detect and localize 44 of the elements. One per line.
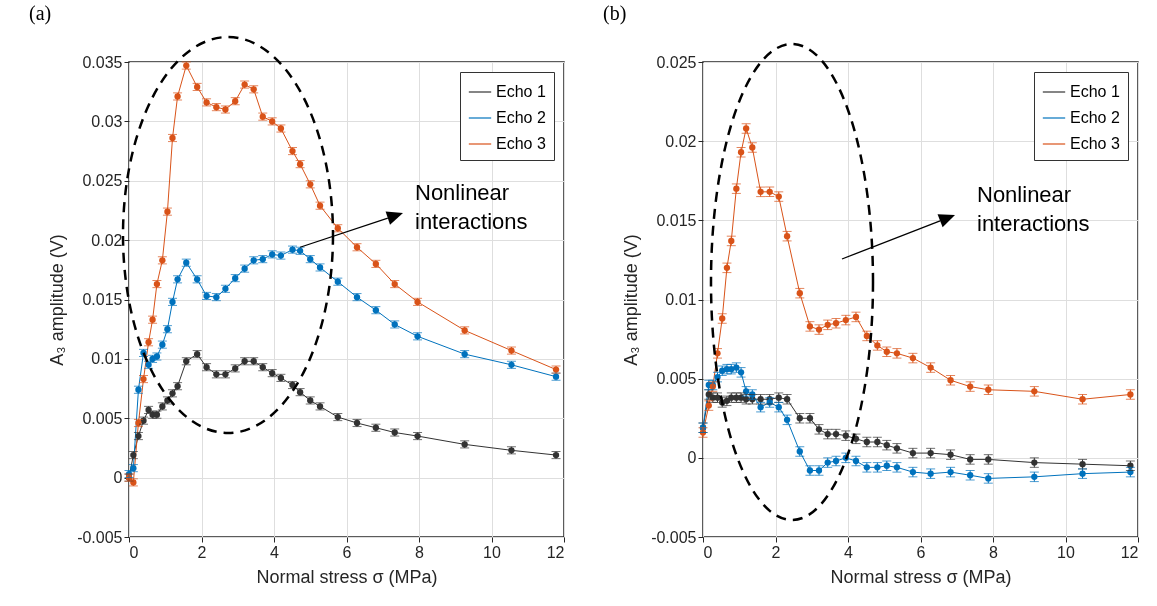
annotation: Nonlinear interactions xyxy=(415,180,528,234)
y-tick-label: 0 xyxy=(687,449,697,467)
y-tick-label: 0.01 xyxy=(665,291,697,308)
y-axis-title: A₃ amplitude (V) xyxy=(621,234,642,366)
legend-label: Echo 3 xyxy=(1070,135,1120,152)
x-tick-label: 0 xyxy=(129,543,139,561)
x-tick-label: 12 xyxy=(1120,543,1139,561)
x-tick-label: 6 xyxy=(916,543,926,561)
chart-title: (a) xyxy=(29,2,52,25)
y-tick-label: 0.015 xyxy=(82,291,123,308)
x-axis-title: Normal stress σ (MPa) xyxy=(256,566,438,587)
y-tick-label: 0.02 xyxy=(91,231,123,249)
x-tick-label: 10 xyxy=(483,543,501,561)
y-tick-label: 0.025 xyxy=(656,53,697,71)
y-tick-label: 0.025 xyxy=(82,172,123,190)
chart-title: (b) xyxy=(603,2,627,25)
x-tick-label: 2 xyxy=(771,543,781,561)
legend-label: Echo 2 xyxy=(496,109,546,126)
legend-label: Echo 2 xyxy=(1070,109,1120,126)
x-tick-label: 8 xyxy=(415,543,425,561)
y-tick-label: -0.005 xyxy=(651,528,697,546)
x-tick-label: 2 xyxy=(197,543,207,561)
x-tick-label: 4 xyxy=(844,543,854,561)
x-tick-label: 6 xyxy=(342,543,352,561)
y-tick-label: 0 xyxy=(113,469,123,487)
y-tick-label: -0.005 xyxy=(77,528,123,546)
y-axis-title: A₃ amplitude (V) xyxy=(47,234,68,366)
y-tick-label: 0.005 xyxy=(82,409,123,427)
x-tick-label: 10 xyxy=(1057,543,1075,561)
y-tick-label: 0.03 xyxy=(91,112,123,130)
y-tick-label: 0.015 xyxy=(656,211,697,229)
x-tick-label: 8 xyxy=(989,543,999,561)
y-tick-label: 0.02 xyxy=(665,132,697,150)
x-axis-title: Normal stress σ (MPa) xyxy=(830,566,1012,587)
y-tick-label: 0.035 xyxy=(82,53,123,71)
x-tick-label: 0 xyxy=(703,543,713,561)
y-tick-label: 0.01 xyxy=(91,350,123,368)
x-tick-label: 4 xyxy=(270,543,280,561)
legend-label: Echo 1 xyxy=(496,83,546,100)
legend-label: Echo 3 xyxy=(496,135,546,152)
x-tick-label: 12 xyxy=(546,543,565,561)
annotation: Nonlinear interactions xyxy=(977,182,1090,236)
legend-label: Echo 1 xyxy=(1070,83,1120,100)
y-tick-label: 0.005 xyxy=(656,370,697,388)
